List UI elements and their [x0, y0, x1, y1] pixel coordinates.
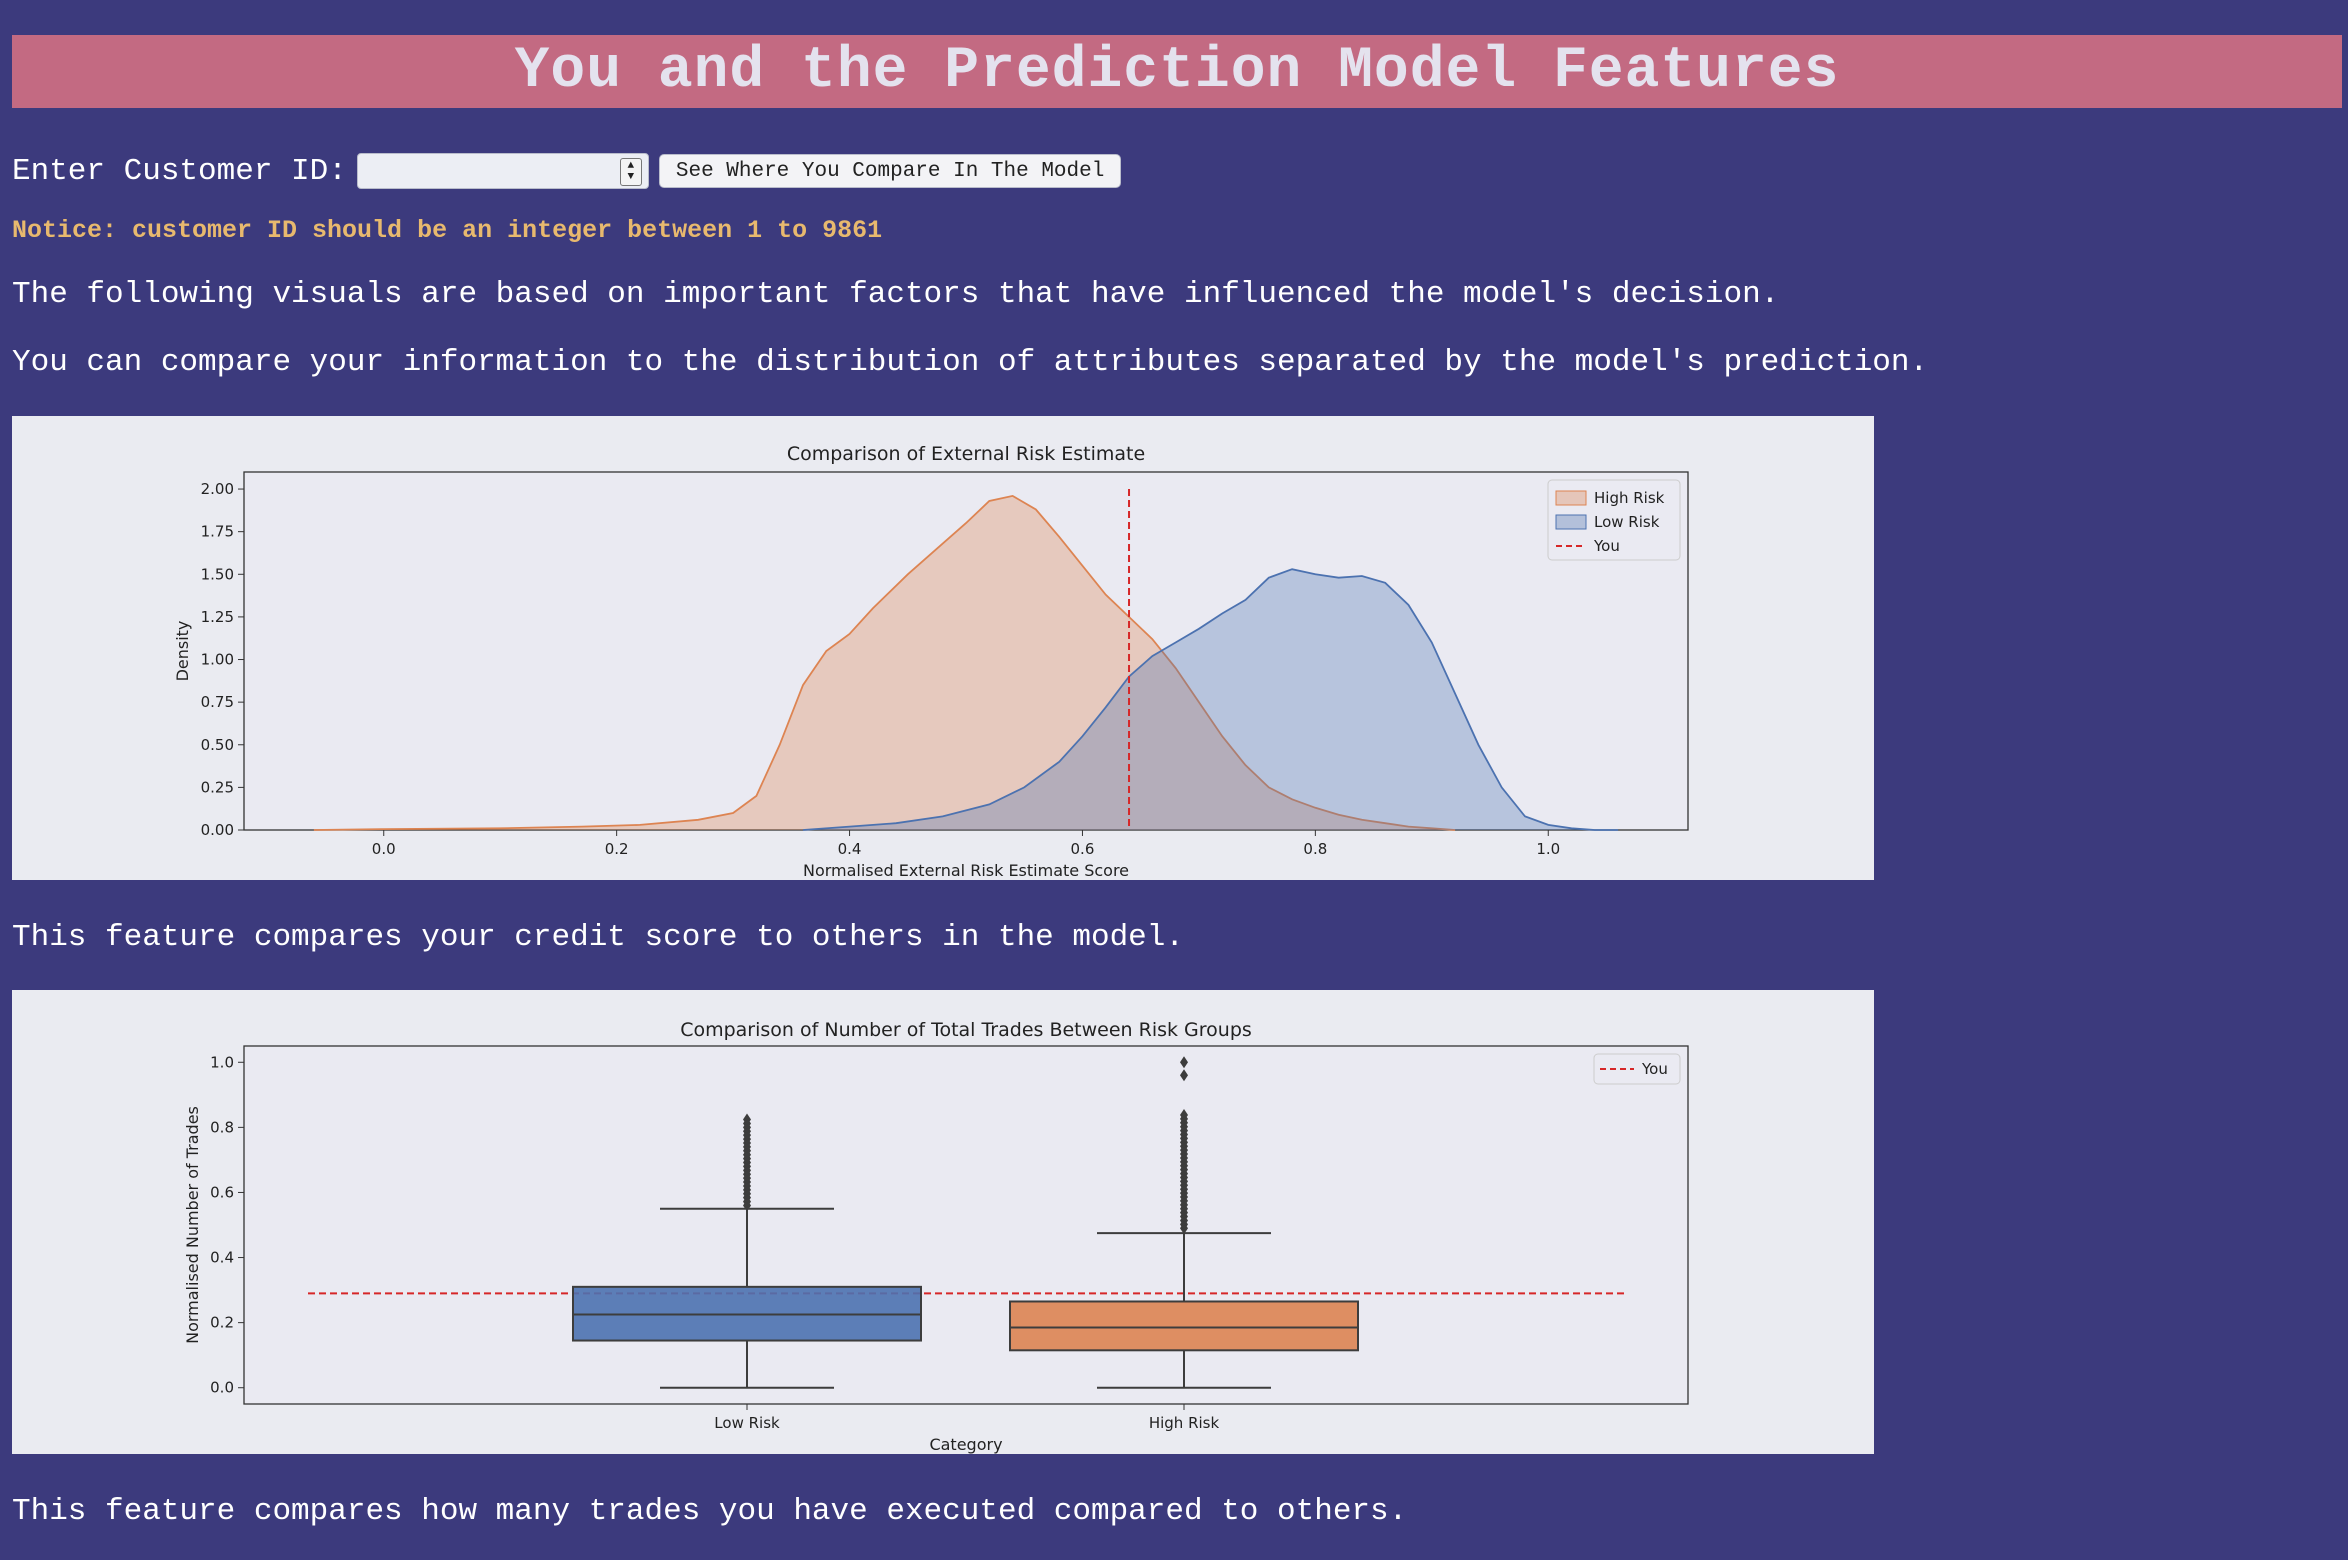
density-line-high-risk	[313, 494, 1456, 831]
outlier-point	[1180, 1056, 1188, 1069]
x-tick-label: Low Risk	[714, 1414, 780, 1432]
x-tick-label: 0.8	[1303, 840, 1327, 858]
y-tick-label: 0.0	[210, 1379, 234, 1397]
y-tick-label: 0.00	[201, 821, 234, 839]
density-area-low-risk	[803, 569, 1619, 830]
number-stepper[interactable]: ▲ ▼	[619, 158, 642, 186]
x-tick-label: 0.6	[1071, 840, 1095, 858]
notice-text: Notice: customer ID should be an integer…	[12, 216, 883, 245]
outlier-point	[1180, 1069, 1188, 1082]
chart-title: Comparison of Number of Total Trades Bet…	[680, 1019, 1252, 1041]
legend-label: You	[1593, 537, 1620, 555]
legend-swatch	[1555, 514, 1587, 530]
chart-title: Comparison of External Risk Estimate	[787, 443, 1145, 465]
page-title: You and the Prediction Model Features	[514, 39, 1840, 104]
customer-id-field[interactable]: ▲ ▼	[356, 153, 649, 189]
y-axis-label: Density	[173, 621, 192, 682]
y-tick-label: 0.75	[201, 693, 234, 711]
customer-id-input[interactable]	[357, 154, 624, 188]
stepper-down-icon[interactable]: ▼	[627, 171, 635, 183]
compare-button[interactable]: See Where You Compare In The Model	[658, 154, 1122, 188]
x-tick-label: 0.0	[372, 840, 396, 858]
plot-area	[243, 471, 1689, 831]
y-tick-label: 1.25	[201, 608, 234, 626]
trades-chart: Low Risk High Risk 0.0 0.2 0.4 0.6 0.8 1.0 Compa…	[12, 990, 1874, 1454]
x-tick-label: High Risk	[1149, 1414, 1220, 1432]
risk-estimate-chart: 0.0 0.2 0.4 0.6 0.8 1.0 0.00 0.25 0.50 0.75 1.00 1.…	[12, 416, 1874, 880]
y-tick-label: 1.75	[201, 523, 234, 541]
y-tick-label: 2.00	[201, 480, 234, 498]
title-banner: You and the Prediction Model Features	[12, 35, 2342, 108]
risk-estimate-chart-svg: 0.0 0.2 0.4 0.6 0.8 1.0 0.00 0.25 0.50 0.75 1.00 1.…	[173, 443, 1689, 880]
outlier-point	[743, 1113, 751, 1126]
y-tick-label: 0.6	[210, 1183, 234, 1201]
outlier-point	[1180, 1108, 1188, 1121]
y-axis-label: Normalised Number of Trades	[183, 1106, 202, 1344]
intro-text-1: The following visuals are based on impor…	[12, 277, 1780, 312]
caption-1: This feature compares your credit score …	[12, 920, 1184, 955]
customer-id-row: Enter Customer ID: ▲ ▼ See Where You Com…	[12, 150, 1122, 192]
y-tick-label: 0.50	[201, 736, 234, 754]
density-area-high-risk	[313, 495, 1456, 830]
y-tick-label: 0.25	[201, 778, 234, 796]
y-tick-label: 0.8	[210, 1118, 234, 1136]
box-high-risk	[1009, 1300, 1359, 1352]
x-tick-label: 1.0	[1536, 840, 1560, 858]
x-axis-label: Normalised External Risk Estimate Score	[803, 861, 1129, 880]
y-tick-label: 0.4	[210, 1249, 234, 1267]
x-tick-label: 0.4	[838, 840, 862, 858]
legend-box	[1547, 479, 1681, 561]
legend-label: Low Risk	[1594, 513, 1660, 531]
x-axis-label: Category	[929, 1435, 1002, 1454]
caption-2: This feature compares how many trades yo…	[12, 1494, 1408, 1529]
y-tick-label: 1.0	[210, 1053, 234, 1071]
legend-box	[1593, 1053, 1681, 1085]
density-line-low-risk	[802, 568, 1619, 831]
y-tick-label: 1.50	[201, 565, 234, 583]
stepper-up-icon[interactable]: ▲	[627, 160, 635, 172]
customer-id-label: Enter Customer ID:	[12, 153, 347, 189]
trades-chart-svg: Low Risk High Risk 0.0 0.2 0.4 0.6 0.8 1.0 Compa…	[183, 1019, 1689, 1454]
plot-area	[243, 1045, 1689, 1405]
legend-label: High Risk	[1594, 489, 1665, 507]
legend-swatch	[1555, 490, 1587, 506]
x-tick-label: 0.2	[605, 840, 629, 858]
legend-label: You	[1641, 1060, 1668, 1078]
y-tick-label: 1.00	[201, 651, 234, 669]
y-tick-label: 0.2	[210, 1314, 234, 1332]
intro-text-2: You can compare your information to the …	[12, 345, 1929, 380]
